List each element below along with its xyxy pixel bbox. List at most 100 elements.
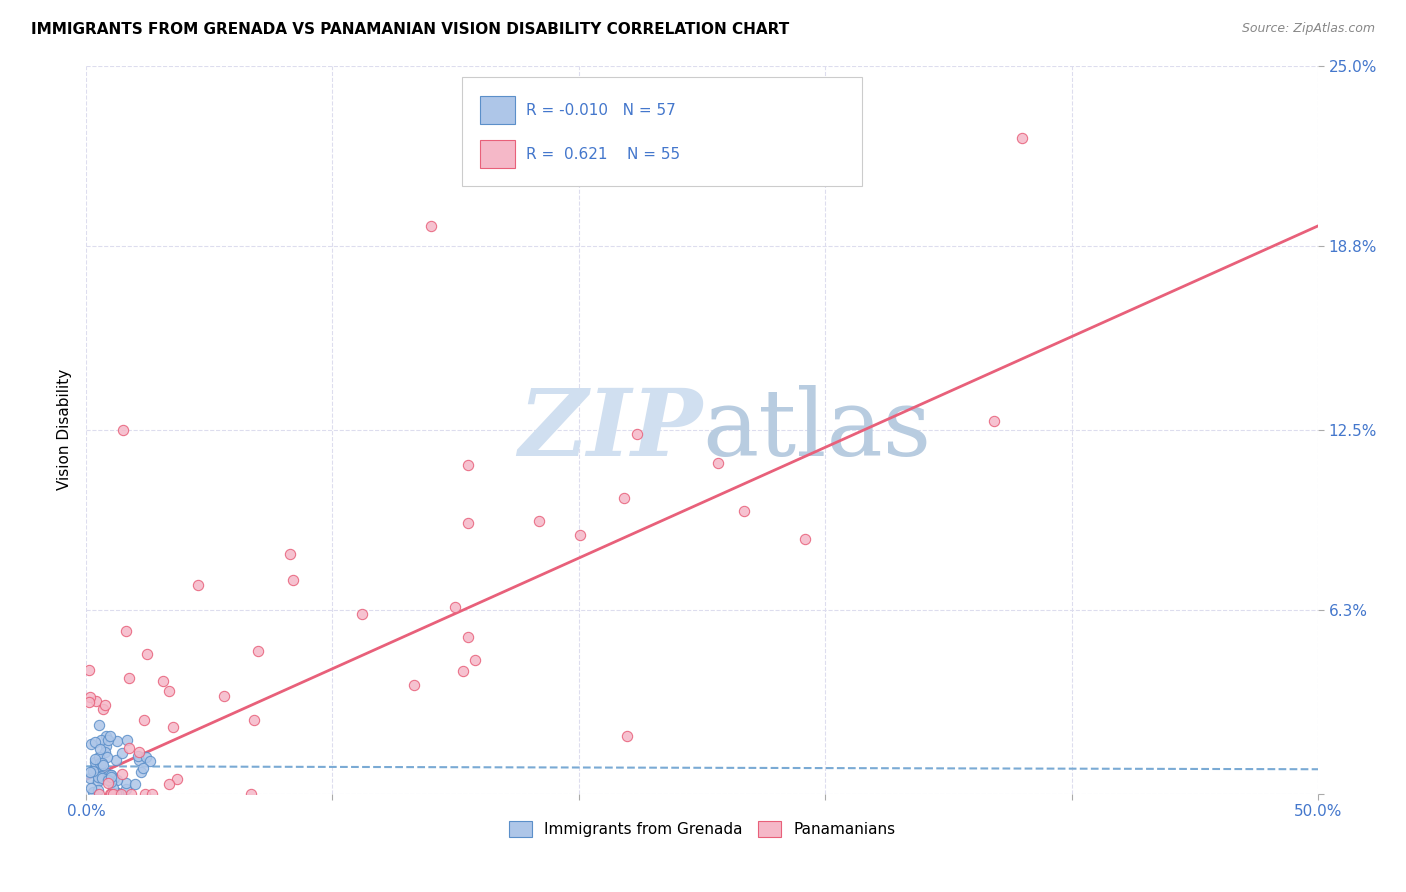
Point xyxy=(79,690,101,704)
Point xyxy=(733,504,755,518)
Point xyxy=(127,748,149,763)
Point xyxy=(77,695,100,709)
Point xyxy=(626,426,648,441)
Point xyxy=(84,762,107,776)
Point xyxy=(124,777,146,791)
Point xyxy=(82,764,104,778)
Point xyxy=(120,787,142,801)
Point xyxy=(983,414,1005,428)
Point xyxy=(139,754,162,768)
Point xyxy=(242,713,264,727)
Point xyxy=(141,787,163,801)
Point xyxy=(100,768,122,782)
Point xyxy=(77,663,100,677)
Text: IMMIGRANTS FROM GRENADA VS PANAMANIAN VISION DISABILITY CORRELATION CHART: IMMIGRANTS FROM GRENADA VS PANAMANIAN VI… xyxy=(31,22,789,37)
Point xyxy=(157,684,180,698)
Legend: Immigrants from Grenada, Panamanians: Immigrants from Grenada, Panamanians xyxy=(502,814,903,845)
Point xyxy=(105,734,128,748)
Point xyxy=(79,772,101,786)
Point xyxy=(105,773,128,788)
Point xyxy=(97,733,120,747)
Point xyxy=(115,732,138,747)
Point xyxy=(134,787,156,801)
Point xyxy=(240,787,263,801)
FancyBboxPatch shape xyxy=(481,140,515,168)
Point xyxy=(616,729,638,743)
Text: ZIP: ZIP xyxy=(517,384,702,475)
Point xyxy=(212,689,235,703)
Point xyxy=(97,767,120,781)
Point xyxy=(91,757,114,772)
Point xyxy=(89,742,111,756)
Point xyxy=(129,764,152,779)
Point xyxy=(87,787,110,801)
Y-axis label: Vision Disability: Vision Disability xyxy=(58,369,72,491)
Point xyxy=(86,756,108,771)
Point xyxy=(350,607,373,621)
Point xyxy=(90,769,112,783)
Point xyxy=(91,770,114,784)
Point xyxy=(112,423,135,437)
Point xyxy=(103,780,125,795)
Point xyxy=(247,644,270,658)
Point xyxy=(79,765,101,780)
Point xyxy=(83,752,105,766)
Point xyxy=(87,750,110,764)
Point xyxy=(100,729,122,743)
Point xyxy=(84,694,107,708)
Point xyxy=(93,698,115,713)
Point xyxy=(94,746,117,760)
Point xyxy=(94,765,117,780)
Point xyxy=(118,741,141,756)
Point xyxy=(707,456,730,470)
Text: R = -0.010   N = 57: R = -0.010 N = 57 xyxy=(526,103,676,119)
Point xyxy=(118,671,141,685)
Point xyxy=(100,787,122,801)
Point xyxy=(135,750,157,764)
Point xyxy=(134,713,156,727)
Text: atlas: atlas xyxy=(702,384,931,475)
Point xyxy=(80,781,103,796)
Point xyxy=(404,678,426,692)
Point xyxy=(159,777,181,791)
Point xyxy=(94,729,117,743)
Point xyxy=(128,754,150,768)
Point xyxy=(86,765,108,780)
Point xyxy=(97,776,120,790)
Point xyxy=(84,734,107,748)
Point xyxy=(115,776,138,790)
Point xyxy=(107,786,129,800)
Point xyxy=(114,624,136,639)
Point xyxy=(187,578,209,592)
Point xyxy=(115,781,138,796)
Text: R =  0.621    N = 55: R = 0.621 N = 55 xyxy=(526,147,681,162)
Point xyxy=(132,760,155,774)
Point xyxy=(100,767,122,781)
Point xyxy=(420,219,443,233)
Point xyxy=(96,739,118,754)
Point xyxy=(527,514,550,528)
Point xyxy=(100,787,122,801)
Point xyxy=(162,720,184,734)
Point xyxy=(82,785,104,799)
Point xyxy=(89,717,111,731)
Point xyxy=(457,630,479,644)
Point xyxy=(105,752,128,766)
Point xyxy=(443,599,465,614)
Point xyxy=(111,746,134,760)
Point xyxy=(283,573,305,587)
Point xyxy=(87,774,110,789)
Point xyxy=(278,547,301,561)
Point xyxy=(86,770,108,784)
Point xyxy=(103,771,125,785)
Point xyxy=(135,647,157,661)
Point xyxy=(152,674,174,689)
Point xyxy=(98,787,121,801)
Point xyxy=(87,782,110,797)
Point xyxy=(91,771,114,785)
Point xyxy=(128,745,150,759)
Point xyxy=(91,702,114,716)
Text: Source: ZipAtlas.com: Source: ZipAtlas.com xyxy=(1241,22,1375,36)
Point xyxy=(457,516,479,530)
Point xyxy=(90,756,112,770)
